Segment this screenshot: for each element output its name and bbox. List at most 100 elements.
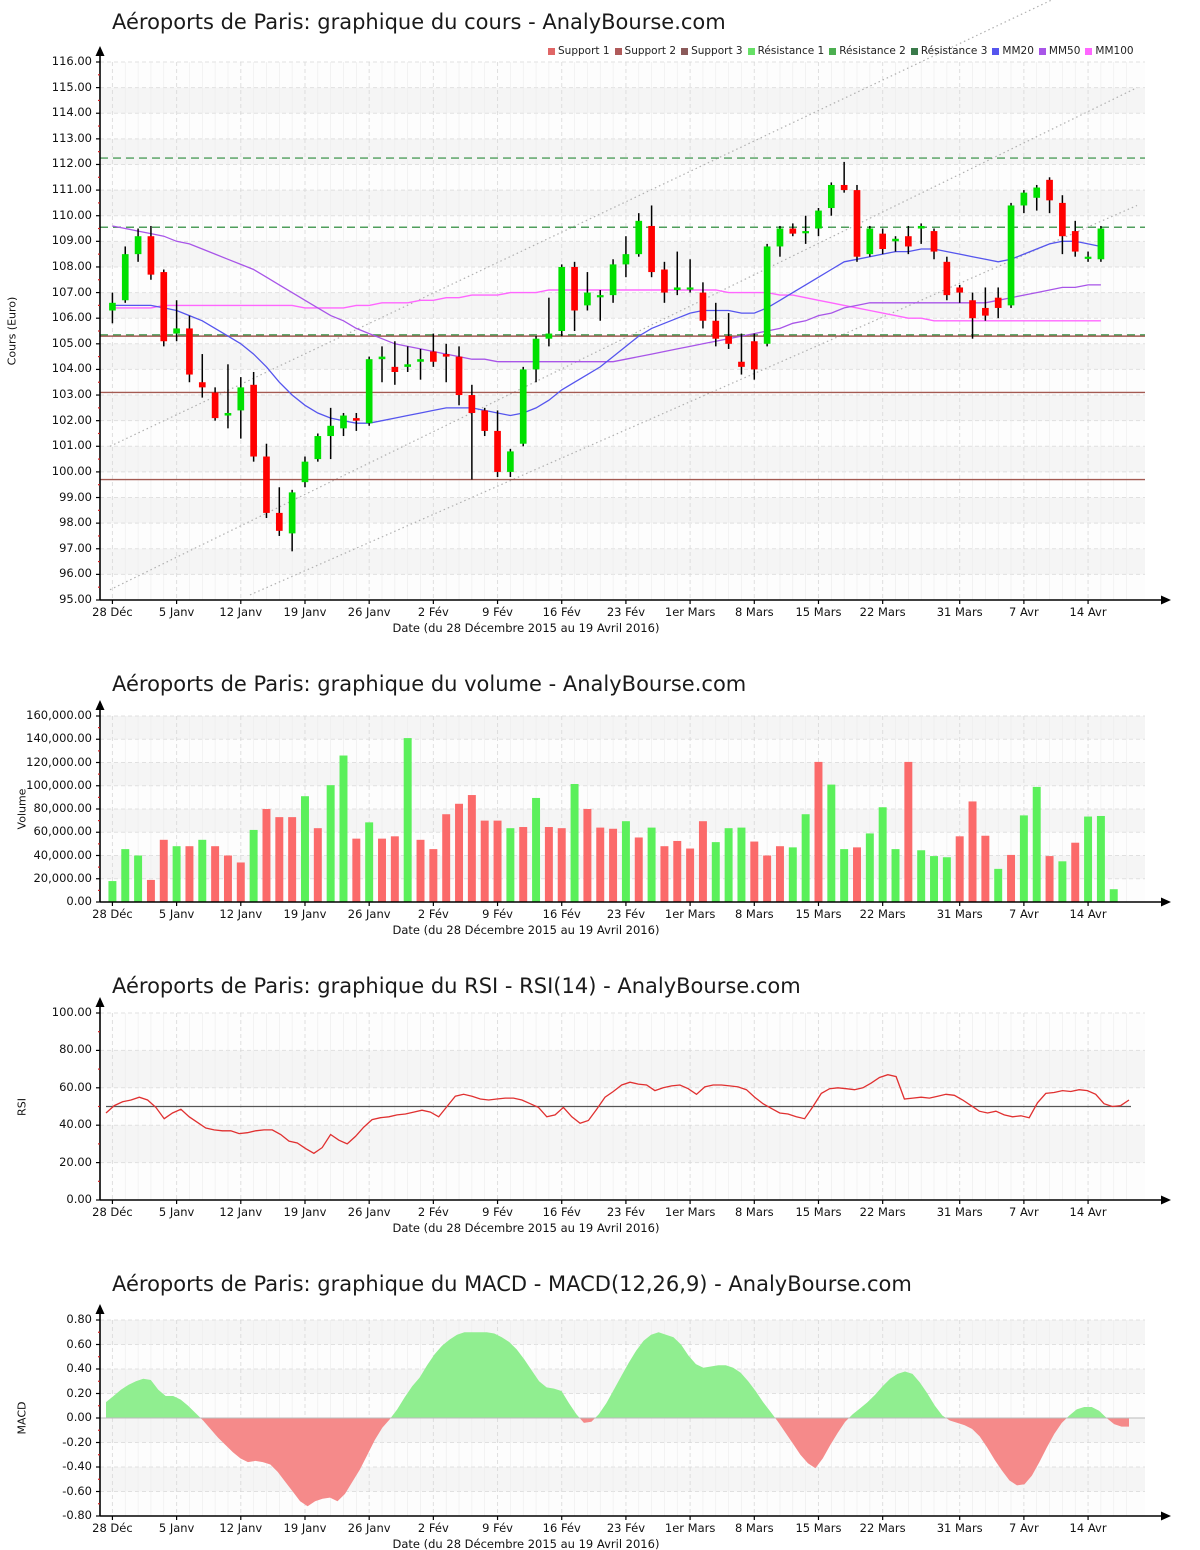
macd-x-tick-label: 1er Mars xyxy=(664,1521,716,1535)
rsi-x-tick-label: 7 Avr xyxy=(1009,1205,1039,1219)
rsi-x-tick-label: 5 Janv xyxy=(158,1205,195,1219)
rsi-y-tick-label: 60.00 xyxy=(59,1079,92,1094)
legend-item-mm50[interactable]: MM50 xyxy=(1038,45,1081,57)
price-y-tick-label: 104.00 xyxy=(51,361,92,376)
volume-x-tick-label: 28 Déc xyxy=(92,907,133,921)
macd-chart-title: Aéroports de Paris: graphique du MACD - … xyxy=(112,1272,912,1296)
volume-plot xyxy=(95,700,1171,907)
price-x-tick-label: 28 Déc xyxy=(92,605,133,619)
macd-y-tick-label: -0.60 xyxy=(62,1483,92,1498)
price-y-tick-label: 113.00 xyxy=(51,130,92,145)
price-y-tick-label: 102.00 xyxy=(51,412,92,427)
legend-item-support-2[interactable]: Support 2 xyxy=(614,45,677,57)
price-x-tick-label: 22 Mars xyxy=(859,605,906,619)
legend-item-label: MM50 xyxy=(1048,45,1081,57)
legend-item-label: Résistance 1 xyxy=(757,45,825,57)
legend-item-r-sistance-3[interactable]: Résistance 3 xyxy=(910,45,988,57)
volume-x-tick-label: 5 Janv xyxy=(158,907,195,921)
legend-swatch-icon xyxy=(681,47,689,55)
legend-item-support-3[interactable]: Support 3 xyxy=(681,45,743,57)
macd-y-axis-label: MACD xyxy=(15,1401,29,1435)
price-panel: 95.00 96.00 97.00 98.00 99.00 100.00 101.00 102… xyxy=(0,0,1200,650)
price-y-tick-label: 109.00 xyxy=(51,233,92,248)
legend-item-mm20[interactable]: MM20 xyxy=(992,45,1034,57)
macd-y-tick-label: 0.60 xyxy=(66,1336,92,1351)
price-y-tick-label: 103.00 xyxy=(51,387,92,402)
rsi-y-tick-label: 40.00 xyxy=(59,1117,92,1132)
rsi-panel: 0.00 20.00 40.00 60.00 80.00 100.00 RSI 28 Déc 5… xyxy=(16,997,1171,1235)
legend-swatch-icon xyxy=(548,47,555,55)
volume-x-tick-label: 1er Mars xyxy=(664,907,716,921)
macd-x-axis-caption: Date (du 28 Décembre 2015 au 19 Avril 20… xyxy=(392,1537,660,1550)
price-x-tick-label: 1er Mars xyxy=(664,605,716,619)
legend-swatch-icon xyxy=(829,47,837,55)
macd-x-tick-label: 22 Mars xyxy=(859,1521,906,1535)
macd-x-tick-label: 9 Fév xyxy=(482,1521,513,1535)
macd-x-tick-label: 31 Mars xyxy=(936,1521,983,1535)
macd-y-tick-label: 0.20 xyxy=(66,1385,92,1400)
volume-x-tick-label: 15 Mars xyxy=(795,907,842,921)
price-y-tick-label: 99.00 xyxy=(59,489,92,504)
macd-y-tick-label: -0.40 xyxy=(62,1459,92,1473)
price-y-tick-label: 115.00 xyxy=(51,79,92,94)
rsi-x-tick-label: 8 Mars xyxy=(734,1205,774,1219)
volume-x-tick-label: 8 Mars xyxy=(734,907,774,921)
macd-x-tick-label: 28 Déc xyxy=(92,1521,133,1535)
macd-x-tick-label: 19 Janv xyxy=(283,1521,327,1535)
legend-swatch-icon xyxy=(910,47,918,55)
price-y-tick-label: 108.00 xyxy=(51,258,92,273)
rsi-x-tick-label: 1er Mars xyxy=(664,1205,716,1219)
rsi-x-tick-label: 19 Janv xyxy=(283,1205,327,1219)
legend-item-label: Résistance 2 xyxy=(839,45,906,57)
legend-item-r-sistance-2[interactable]: Résistance 2 xyxy=(829,45,906,57)
macd-x-tick-label: 15 Mars xyxy=(795,1521,842,1535)
volume-y-tick-label: 160,000.00 xyxy=(26,708,92,722)
rsi-y-tick-label: 0.00 xyxy=(66,1192,92,1206)
volume-x-tick-label: 19 Janv xyxy=(283,907,327,921)
volume-x-tick-label: 9 Fév xyxy=(482,907,513,921)
price-x-tick-label: 12 Janv xyxy=(219,605,263,619)
price-x-tick-label: 23 Fév xyxy=(606,605,645,619)
rsi-x-tick-label: 26 Janv xyxy=(347,1205,391,1219)
legend-item-r-sistance-1[interactable]: Résistance 1 xyxy=(747,45,825,57)
price-y-tick-label: 95.00 xyxy=(59,592,92,606)
volume-y-tick-label: 20,000.00 xyxy=(33,870,92,885)
macd-y-tick-label: 0.00 xyxy=(66,1410,92,1424)
price-x-tick-label: 31 Mars xyxy=(936,605,983,619)
volume-y-tick-label: 80,000.00 xyxy=(33,801,92,815)
price-y-tick-label: 96.00 xyxy=(59,566,92,581)
rsi-x-tick-label: 12 Janv xyxy=(219,1205,263,1219)
price-x-tick-label: 5 Janv xyxy=(158,605,195,619)
rsi-x-tick-label: 23 Fév xyxy=(606,1205,645,1219)
price-y-tick-label: 100.00 xyxy=(51,463,92,478)
price-y-tick-label: 111.00 xyxy=(51,182,92,197)
rsi-x-tick-label: 14 Avr xyxy=(1069,1205,1107,1219)
legend-item-mm100[interactable]: MM100 xyxy=(1085,45,1134,57)
price-y-tick-label: 97.00 xyxy=(59,540,92,555)
volume-y-tick-label: 0.00 xyxy=(66,894,92,908)
rsi-x-tick-label: 2 Fév xyxy=(417,1205,449,1219)
legend-item-label: Support 3 xyxy=(691,45,743,57)
legend-swatch-icon xyxy=(1085,47,1093,55)
legend-item-label: MM20 xyxy=(1002,45,1034,57)
legend-swatch-icon xyxy=(992,47,1000,55)
price-y-tick-label: 105.00 xyxy=(51,335,92,350)
macd-x-tick-label: 8 Mars xyxy=(734,1521,774,1535)
rsi-y-tick-label: 20.00 xyxy=(59,1154,92,1169)
legend-item-label: Résistance 3 xyxy=(920,45,988,57)
macd-x-tick-label: 26 Janv xyxy=(347,1521,391,1535)
volume-x-tick-label: 2 Fév xyxy=(417,907,449,921)
volume-x-axis-caption: Date (du 28 Décembre 2015 au 19 Avril 20… xyxy=(392,923,660,937)
legend-item-label: Support 2 xyxy=(624,45,677,57)
price-x-tick-label: 26 Janv xyxy=(347,605,391,619)
volume-x-tick-label: 16 Fév xyxy=(542,907,581,921)
rsi-x-tick-label: 22 Mars xyxy=(859,1205,906,1219)
volume-y-tick-label: 40,000.00 xyxy=(33,847,92,862)
price-y-tick-label: 116.00 xyxy=(51,54,92,68)
volume-y-tick-label: 60,000.00 xyxy=(33,824,92,839)
rsi-y-tick-label: 100.00 xyxy=(51,1005,92,1019)
rsi-x-tick-label: 9 Fév xyxy=(482,1205,513,1219)
legend-item-support-1[interactable]: Support 1 xyxy=(548,45,610,57)
